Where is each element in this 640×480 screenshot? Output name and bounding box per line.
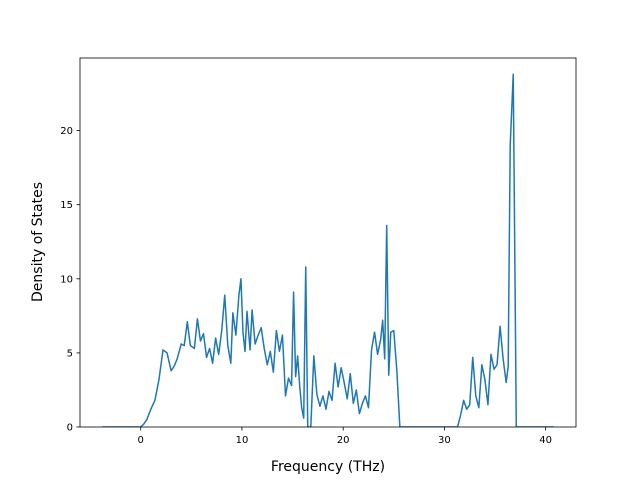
x-axis-label: Frequency (THz) [271,459,385,475]
y-tick-label: 0 [67,423,73,434]
x-axis-ticks: 0 10 20 30 40 [138,427,552,446]
y-tick-label: 10 [60,274,73,285]
plot-area [79,57,577,428]
plot-frame [79,57,577,428]
x-tick-label: 20 [337,435,350,446]
y-tick-label: 15 [60,200,73,211]
y-axis-ticks: 0 5 10 15 20 [60,126,80,434]
dos-series-line-0 [102,73,554,427]
y-axis-label: Density of States [30,182,46,302]
x-tick-label: 30 [438,435,451,446]
x-tick-label: 40 [539,435,552,446]
y-tick-label: 5 [67,348,73,359]
x-tick-label: 10 [236,435,249,446]
y-tick-label: 20 [60,126,73,137]
x-tick-label: 0 [138,435,144,446]
